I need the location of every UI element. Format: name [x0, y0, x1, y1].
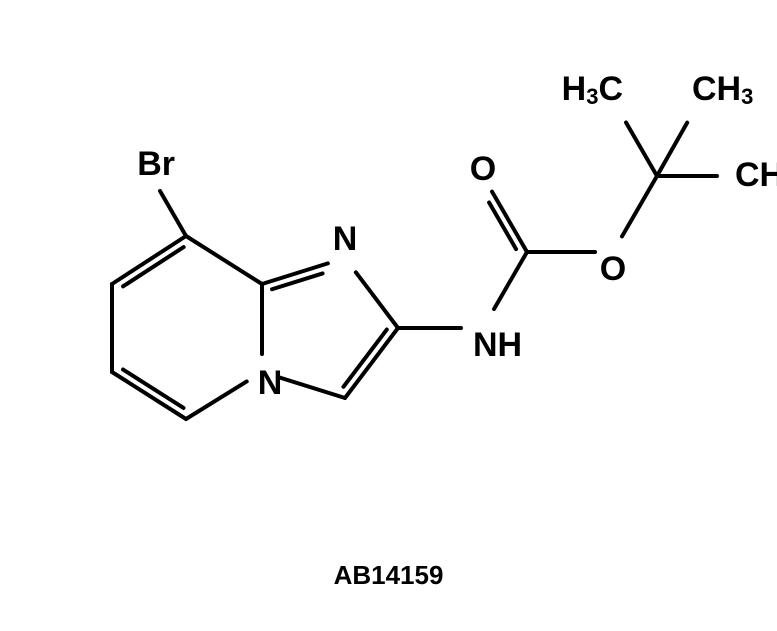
svg-text:O: O	[470, 150, 496, 188]
svg-text:CH3: CH3	[735, 156, 777, 195]
molecule-diagram: Br N N NH O O H3C CH3 CH3	[0, 0, 777, 631]
svg-text:H3C: H3C	[562, 70, 623, 109]
svg-text:O: O	[600, 250, 626, 288]
svg-text:NH: NH	[473, 326, 522, 364]
svg-text:N: N	[333, 220, 358, 258]
svg-text:CH3: CH3	[692, 70, 753, 109]
compound-id-caption: AB14159	[0, 560, 777, 591]
svg-text:Br: Br	[137, 145, 175, 183]
svg-text:N: N	[258, 364, 283, 402]
